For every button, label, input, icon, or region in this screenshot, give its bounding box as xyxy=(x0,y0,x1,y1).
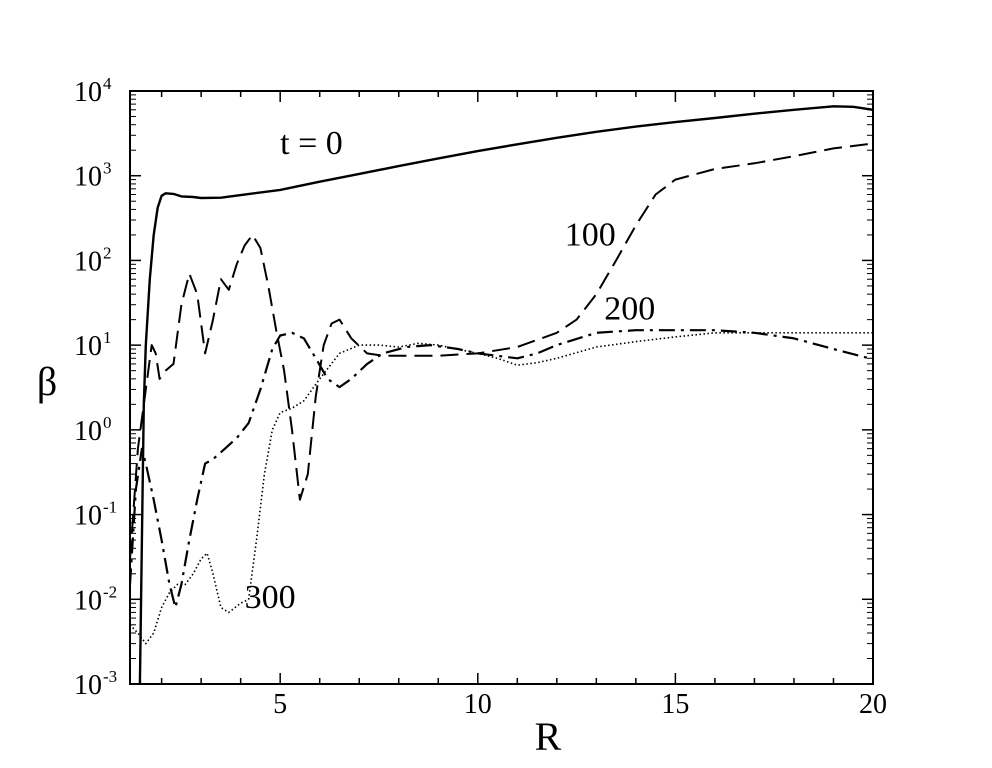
curve-label: 100 xyxy=(565,217,616,254)
y-tick-label: 10 xyxy=(74,331,102,362)
y-tick-exponent: 1 xyxy=(103,328,112,347)
y-tick-label: 10 xyxy=(74,77,102,108)
y-tick-label: 10 xyxy=(74,162,102,193)
y-tick-base: 10 xyxy=(74,77,102,108)
y-tick-exponent: 4 xyxy=(103,74,112,93)
x-tick-label: 10 xyxy=(464,689,492,720)
y-tick-label: 10 xyxy=(74,585,102,616)
series-line-dotted xyxy=(129,332,873,645)
y-tick-exponent: 2 xyxy=(103,243,112,262)
plot-frame xyxy=(129,90,874,685)
x-tick-label: 15 xyxy=(661,689,689,720)
y-tick-exponent: -3 xyxy=(103,667,117,686)
y-tick-label: 10 xyxy=(74,670,102,701)
curve-label: 300 xyxy=(245,579,296,616)
y-axis-title: β xyxy=(37,359,57,404)
curve-label: t = 0 xyxy=(280,125,343,162)
y-tick-base: 10 xyxy=(74,501,102,532)
y-tick-base: 10 xyxy=(74,585,102,616)
x-axis-title: R xyxy=(535,714,562,759)
series-line-solid xyxy=(138,105,874,685)
y-tick-label: 10 xyxy=(74,416,102,447)
y-tick-base: 10 xyxy=(74,162,102,193)
y-tick-exponent: 3 xyxy=(103,159,112,178)
y-tick-exponent: -2 xyxy=(103,582,117,601)
curve-label: 200 xyxy=(604,291,655,328)
y-tick-base: 10 xyxy=(74,416,102,447)
y-tick-base: 10 xyxy=(74,331,102,362)
y-tick-base: 10 xyxy=(74,246,102,277)
x-tick-label: 20 xyxy=(859,689,887,720)
series-line-dashdot xyxy=(128,329,874,609)
y-tick-label: 10 xyxy=(74,246,102,277)
y-tick-label: 10 xyxy=(74,501,102,532)
series-line-dashed xyxy=(129,142,874,559)
y-tick-exponent: -1 xyxy=(103,498,117,517)
x-tick-label: 5 xyxy=(273,689,287,720)
y-tick-base: 10 xyxy=(74,670,102,701)
y-tick-exponent: 0 xyxy=(103,413,112,432)
